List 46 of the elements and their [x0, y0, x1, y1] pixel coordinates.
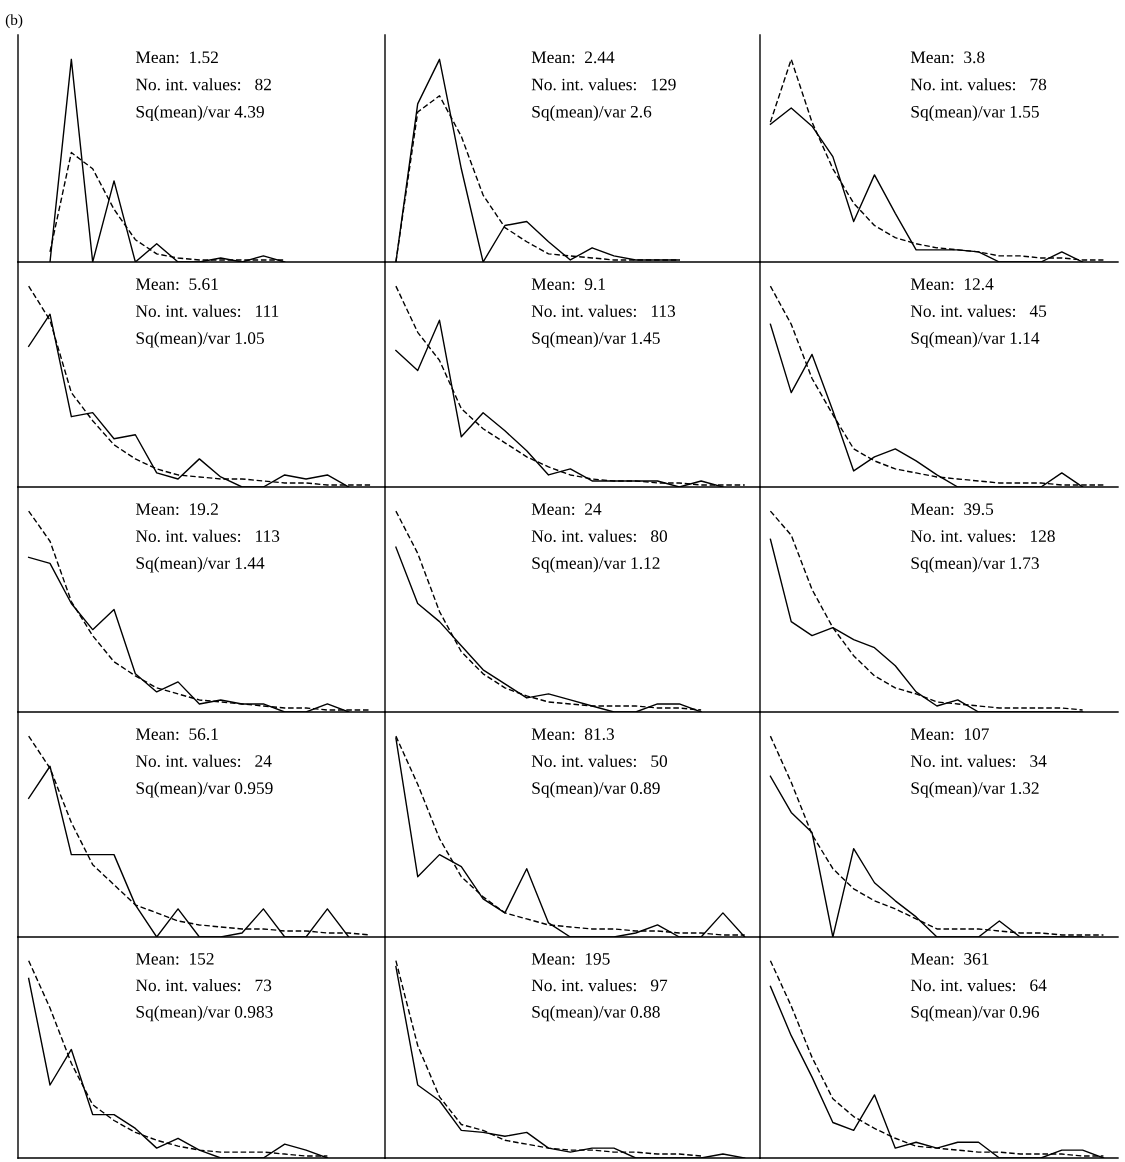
annotation: No. int. values: 111 — [135, 304, 279, 318]
annotation: Mean: 107 — [910, 728, 989, 741]
annotation: Mean: 19.2 — [135, 503, 218, 516]
annotation: Sq(mean)/var 0.89 — [532, 781, 660, 798]
annotation: Sq(mean)/var 1.73 — [911, 556, 1039, 573]
annotation: Mean: 56.1 — [135, 728, 218, 741]
annotation: Sq(mean)/var 0.88 — [532, 1005, 660, 1022]
annotation: No. int. values: 129 — [531, 78, 676, 91]
annotation: Mean: 195 — [531, 953, 610, 965]
annotation: Sq(mean)/var 1.55 — [911, 105, 1039, 122]
annotation: No. int. values: 97 — [531, 978, 668, 992]
annotation: Mean: 9.1 — [531, 278, 605, 291]
annotation: No. int. values: 45 — [910, 304, 1047, 318]
annotation: Sq(mean)/var 1.45 — [532, 331, 660, 348]
annotation: Mean: 3.8 — [910, 51, 985, 64]
annotation: No. int. values: 113 — [135, 529, 280, 543]
annotation: No. int. values: 80 — [531, 529, 668, 543]
annotation: Sq(mean)/var 1.14 — [911, 331, 1040, 348]
annotation: Mean: 81.3 — [531, 728, 614, 741]
annotation: Mean: 361 — [910, 953, 989, 965]
annotation: Sq(mean)/var 0.96 — [911, 1005, 1040, 1022]
annotation: Mean: 152 — [135, 953, 214, 965]
annotation: Sq(mean)/var 1.44 — [136, 556, 265, 573]
annotation: Sq(mean)/var 4.39 — [136, 105, 264, 122]
annotation: Mean: 39.5 — [910, 503, 994, 516]
annotation: Sq(mean)/var 1.12 — [532, 556, 660, 573]
annotation: Sq(mean)/var 1.05 — [136, 331, 264, 348]
annotation: Mean: 1.52 — [135, 51, 218, 64]
annotation: Sq(mean)/var 1.32 — [911, 781, 1039, 798]
annotation: No. int. values: 24 — [135, 754, 272, 768]
annotation: Sq(mean)/var 2.6 — [532, 105, 652, 122]
annotation: No. int. values: 113 — [531, 304, 676, 318]
annotation: No. int. values: 78 — [910, 78, 1047, 91]
annotation: Mean: 12.4 — [910, 278, 994, 291]
annotation: No. int. values: 50 — [531, 754, 668, 768]
annotation: Mean: 24 — [531, 503, 602, 516]
annotation: Mean: 2.44 — [531, 51, 615, 64]
annotation: No. int. values: 73 — [135, 978, 272, 992]
annotation: No. int. values: 128 — [910, 529, 1055, 543]
annotation: No. int. values: 34 — [910, 754, 1047, 768]
annotation: Sq(mean)/var 0.959 — [136, 781, 273, 798]
annotation: No. int. values: 82 — [135, 78, 271, 91]
annotation: No. int. values: 64 — [910, 978, 1047, 992]
annotation: Sq(mean)/var 0.983 — [136, 1005, 273, 1022]
chart-title: (b) — [5, 14, 23, 29]
annotation: Mean: 5.61 — [135, 278, 218, 291]
